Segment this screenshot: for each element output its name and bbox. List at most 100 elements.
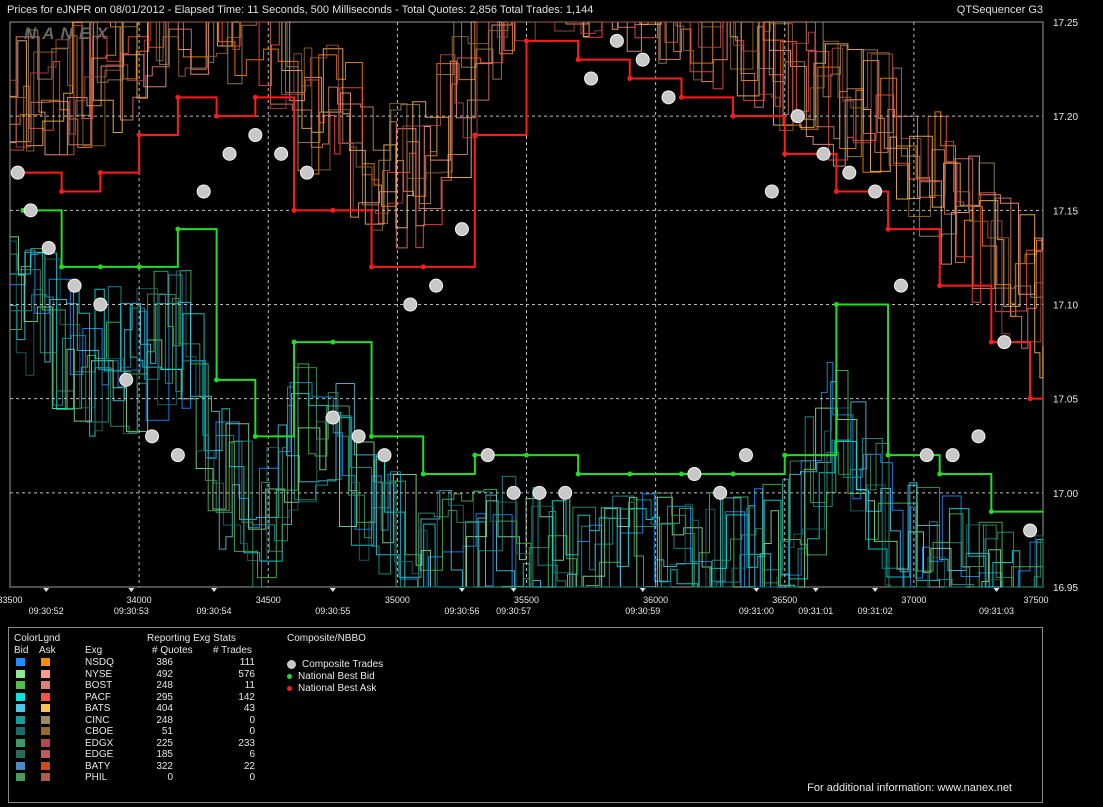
exchange-bid-line-7: [10, 253, 1044, 588]
colorlgnd-header: ColorLgnd: [14, 633, 61, 644]
legend-row-cinc: CINC 248 0: [9, 715, 309, 726]
time-tick-mark: [329, 588, 336, 592]
trade-point: [119, 372, 134, 387]
nbb-point: [369, 433, 375, 439]
nbb-point: [730, 471, 736, 477]
ask-swatch: [41, 704, 50, 712]
time-tick-mark: [128, 588, 135, 592]
trades-count: 576: [238, 668, 255, 680]
trade-point: [506, 485, 521, 500]
ask-swatch: [41, 669, 50, 678]
trade-point: [454, 222, 469, 237]
quotes-count: 404: [156, 703, 173, 714]
y-tick-label: 17.00: [1053, 489, 1078, 500]
time-label: 09:30:57: [496, 606, 531, 616]
quotes-count: 248: [156, 680, 173, 691]
time-label: 09:30:55: [315, 606, 350, 616]
nba-point: [833, 189, 839, 194]
trade-point: [687, 467, 702, 481]
time-label: 09:31:03: [979, 606, 1014, 616]
trade-point: [351, 429, 366, 444]
ask-swatch: [41, 773, 50, 781]
nba-point: [59, 189, 65, 194]
trades-count: 43: [243, 703, 255, 714]
legend-row-bost: BOST 248 11: [9, 680, 309, 691]
exg-name: EDGX: [85, 737, 114, 749]
exchange-ask-line-5: [10, 21, 1044, 322]
trade-point: [274, 146, 289, 161]
quotes-count: 492: [156, 668, 173, 680]
nbb-point: [59, 264, 65, 270]
trades-count: 142: [238, 691, 255, 703]
x-tick-label: 35000: [385, 595, 410, 605]
time-tick-mark: [753, 588, 760, 592]
quotes-count: 51: [161, 726, 173, 737]
exg-name: BATY: [85, 760, 111, 772]
exg-name: CBOE: [85, 726, 114, 737]
nba-point: [575, 57, 581, 63]
nba-point: [988, 339, 994, 345]
quotes-count: 248: [156, 714, 173, 726]
trade-point: [429, 278, 444, 293]
composite-legend-label: National Best Bid: [298, 671, 375, 682]
trades-count: 0: [249, 714, 255, 726]
trade-point: [609, 33, 624, 48]
time-label: 09:31:01: [798, 606, 833, 616]
y-tick-label: 17.10: [1053, 301, 1078, 312]
legend-row-cboe: CBOE 51 0: [9, 726, 309, 737]
trade-point: [480, 448, 495, 463]
bid-swatch: [16, 658, 25, 666]
exg-name: NYSE: [85, 668, 113, 680]
reporting-header: Reporting Exg Stats: [147, 633, 236, 644]
trade-point: [170, 448, 185, 463]
nba-line: [22, 39, 1043, 400]
nba-point: [524, 38, 529, 44]
bid-swatch: [16, 681, 25, 689]
nba-point: [330, 207, 336, 213]
bid-swatch: [16, 761, 25, 770]
ask-swatch: [41, 692, 50, 701]
nba-point: [1027, 396, 1033, 402]
trade-point: [145, 429, 160, 444]
legend-row-bats: BATS 404 43: [9, 703, 309, 714]
nba-point: [214, 113, 220, 119]
nba-point: [627, 76, 633, 81]
composite-legend-label: National Best Ask: [298, 683, 377, 694]
nbb-point: [678, 471, 684, 477]
composite-legend-label: Composite Trades: [302, 659, 384, 670]
nbb-point: [575, 471, 581, 477]
time-label: 09:30:53: [114, 606, 149, 616]
time-tick-mark: [458, 588, 465, 592]
trade-point: [558, 485, 573, 500]
time-label: 09:31:00: [739, 606, 774, 616]
exg-name: BOST: [85, 680, 113, 691]
bid-header: Bid: [14, 645, 29, 656]
exchange-ask-line-6: [10, 21, 1044, 304]
exg-name: CINC: [85, 714, 110, 726]
nbb-point: [420, 471, 426, 477]
trade-point: [790, 109, 805, 124]
bid-swatch: [16, 727, 25, 735]
exg-name: PHIL: [85, 772, 108, 783]
bid-swatch: [16, 738, 25, 747]
ask-swatch: [41, 727, 50, 735]
nanex-logo: NANEX: [24, 24, 114, 43]
nbb-point: [885, 452, 891, 458]
legend-row-phil: PHIL 0 0: [9, 772, 309, 783]
trade-point: [10, 165, 25, 180]
quotes-count: 295: [156, 691, 173, 703]
trades-count: 0: [249, 726, 255, 737]
legend-dot-icon: [287, 673, 292, 679]
legend-row-edgx: EDGX 225 233: [9, 738, 309, 749]
time-label: 09:30:52: [29, 606, 64, 616]
exg-name: PACF: [85, 691, 111, 703]
composite-legend-item: Composite Trades: [287, 659, 383, 671]
time-label: 09:30:54: [196, 606, 231, 616]
trade-point: [1023, 523, 1038, 538]
bid-swatch: [16, 750, 25, 758]
time-tick-mark: [639, 588, 646, 592]
bid-swatch: [16, 773, 25, 781]
trade-point: [919, 448, 934, 463]
bid-swatch: [16, 669, 25, 678]
quotes-header: # Quotes: [152, 645, 193, 656]
